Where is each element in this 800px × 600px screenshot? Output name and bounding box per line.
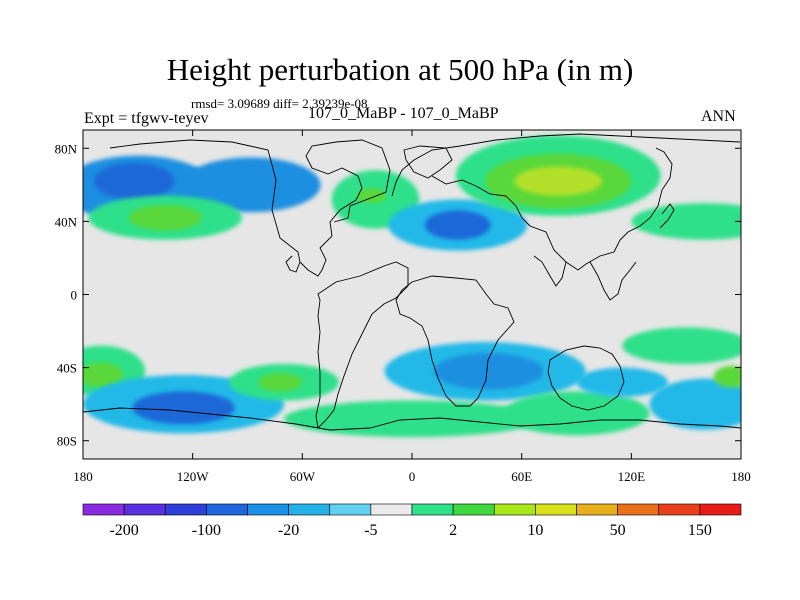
colorbar-swatch xyxy=(164,503,207,516)
colorbar-swatch xyxy=(123,503,166,516)
anomaly-s-atlantic-core xyxy=(258,373,303,392)
anomaly-n-pacific-ridge-core xyxy=(128,204,202,231)
season-label: ANN xyxy=(701,108,736,125)
y-tick-label: 0 xyxy=(71,288,78,303)
anomaly-southern-belt xyxy=(284,400,540,438)
colorbar: -200 -100 -20 -5 2 10 50 150 xyxy=(82,503,742,539)
coast-australia xyxy=(547,345,625,411)
coast-central-america xyxy=(285,255,301,273)
anomaly-southern-belt-east xyxy=(503,391,650,436)
colorbar-label: -100 xyxy=(192,522,221,539)
colorbar-swatch xyxy=(452,503,495,516)
anomaly-europe-trough-core xyxy=(424,210,491,240)
y-tick-label: 80S xyxy=(57,434,77,449)
anomaly-s-pacific-trough-core xyxy=(132,391,235,425)
coast-south-america xyxy=(315,261,409,429)
axes: 180 120W 60W 0 60E 120E 180 80N 40N 0 40S 80S xyxy=(55,130,751,484)
colorbar-swatch xyxy=(288,503,331,516)
coast-north-america xyxy=(109,139,391,277)
anomaly-s-indian-trough-core xyxy=(433,352,544,390)
anomaly-s-pacific-east-trough xyxy=(649,378,741,430)
colorbar-swatch xyxy=(206,503,248,516)
y-tick-label: 80N xyxy=(55,141,78,156)
colorbar-label: -5 xyxy=(364,522,377,539)
colorbar-swatch xyxy=(699,503,742,516)
colorbar-label: 10 xyxy=(527,522,543,539)
coast-europe-asia xyxy=(391,133,741,271)
experiment-label: Expt = tfgwv-teyev xyxy=(84,110,209,127)
colorbar-swatch xyxy=(493,503,536,516)
anomaly-pacific-nw-ridge xyxy=(631,203,741,240)
case-label: 107_0_MaBP - 107_0_MaBP xyxy=(308,105,499,122)
colorbar-label: 50 xyxy=(610,522,626,539)
coast-greenland xyxy=(403,145,453,179)
colorbar-swatch xyxy=(411,503,454,516)
anomaly-n-atlantic-core xyxy=(357,188,387,204)
y-tick-label: 40S xyxy=(57,361,77,376)
anomaly-s-indian-east xyxy=(576,367,668,397)
colorbar-label: 150 xyxy=(688,522,712,539)
x-tick-label: 0 xyxy=(409,469,416,484)
colorbar-swatch xyxy=(617,503,660,516)
colorbar-label: 2 xyxy=(449,522,457,539)
x-tick-label: 60E xyxy=(511,469,532,484)
stats-line: rmsd= 3.09689 diff= 2.39239e-08 xyxy=(191,96,368,111)
x-tick-label: 180 xyxy=(73,469,93,484)
colorbar-label: -200 xyxy=(109,522,138,539)
colorbar-swatch xyxy=(658,503,701,516)
y-tick-label: 40N xyxy=(55,214,78,229)
colorbar-swatch xyxy=(247,503,289,516)
x-tick-label: 120W xyxy=(177,469,210,484)
colorbar-swatch xyxy=(329,503,372,516)
x-tick-label: 60W xyxy=(290,469,316,484)
coast-antarctica xyxy=(83,407,741,431)
colorbar-swatch xyxy=(576,503,618,516)
anomaly-s-pacific-east-ridge xyxy=(622,327,741,364)
coast-india xyxy=(533,255,567,287)
coast-africa xyxy=(395,275,515,407)
anomaly-s-pacific-west-core xyxy=(83,362,124,388)
colorbar-label: -20 xyxy=(278,522,299,539)
anomaly-canada-low xyxy=(181,157,321,213)
coastlines xyxy=(83,133,741,431)
coast-japan xyxy=(659,203,675,229)
anomaly-na-pacific-core xyxy=(93,162,175,200)
anomaly-s-pacific-east-core xyxy=(713,365,741,388)
colorbar-swatch xyxy=(535,503,577,516)
anomaly-siberia-max xyxy=(514,166,603,196)
colorbar-swatch xyxy=(370,503,413,516)
chart-title: Height perturbation at 500 hPa (in m) xyxy=(166,52,634,87)
coast-se-asia xyxy=(589,261,637,301)
colorbar-swatch xyxy=(82,503,125,516)
x-tick-label: 180 xyxy=(731,469,751,484)
anomaly-field xyxy=(83,135,741,438)
x-tick-label: 120E xyxy=(618,469,646,484)
